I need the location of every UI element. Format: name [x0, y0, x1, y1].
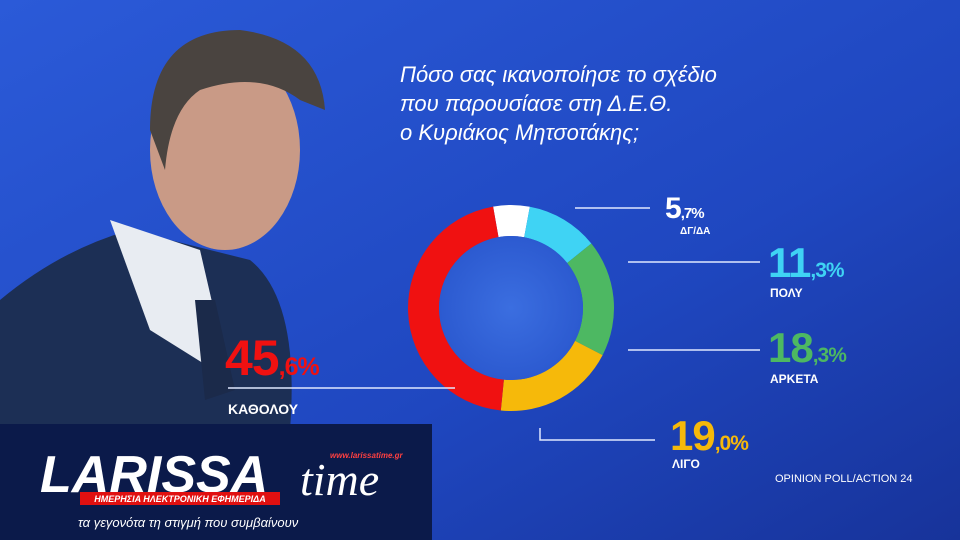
category-label: ΔΓ/ΔΑ	[680, 226, 710, 237]
logo-name2: time	[300, 454, 379, 505]
donut-slice	[407, 206, 504, 411]
category-label: ΠΟΛΥ	[770, 286, 803, 300]
donut-slice	[567, 243, 614, 356]
donut-hole	[439, 236, 583, 380]
logo-box	[0, 424, 432, 540]
donut-slice	[500, 340, 603, 411]
title-line: ο Κυριάκος Μητσοτάκης;	[400, 120, 639, 145]
logo-tagline: ΗΜΕΡΗΣΙΑ ΗΛΕΚΤΡΟΝΙΚΗ ΕΦΗΜΕΡΙΔΑ	[94, 494, 265, 504]
title-line: που παρουσίασε στη Δ.Ε.Θ.	[400, 91, 672, 116]
value-label: 5,7%	[665, 192, 704, 225]
category-label: ΚΑΘΟΛΟΥ	[228, 401, 299, 417]
portrait	[0, 30, 325, 430]
value-label: 18,3%	[768, 324, 847, 371]
tagline-box	[80, 492, 280, 505]
source: OPINION POLL/ACTION 24	[775, 473, 913, 485]
value-label: 45,6%	[225, 330, 319, 386]
category-label: ΛΙΓΟ	[672, 457, 700, 471]
donut-slice	[493, 205, 530, 238]
logo-url: www.larissatime.gr	[330, 451, 404, 460]
title-line: Πόσο σας ικανοποίησε το σχέδιο	[400, 62, 717, 87]
value-label: 11,3%	[768, 239, 845, 286]
logo-slogan: τα γεγονότα τη στιγμή που συμβαίνουν	[78, 515, 299, 530]
value-label: 19,0%	[670, 412, 749, 459]
category-label: ΑΡΚΕΤΑ	[770, 372, 819, 386]
leader-line	[539, 428, 655, 441]
donut-slice	[524, 206, 592, 263]
logo: LARISSA time www.larissatime.gr ΗΜΕΡΗΣΙΑ…	[0, 424, 432, 540]
